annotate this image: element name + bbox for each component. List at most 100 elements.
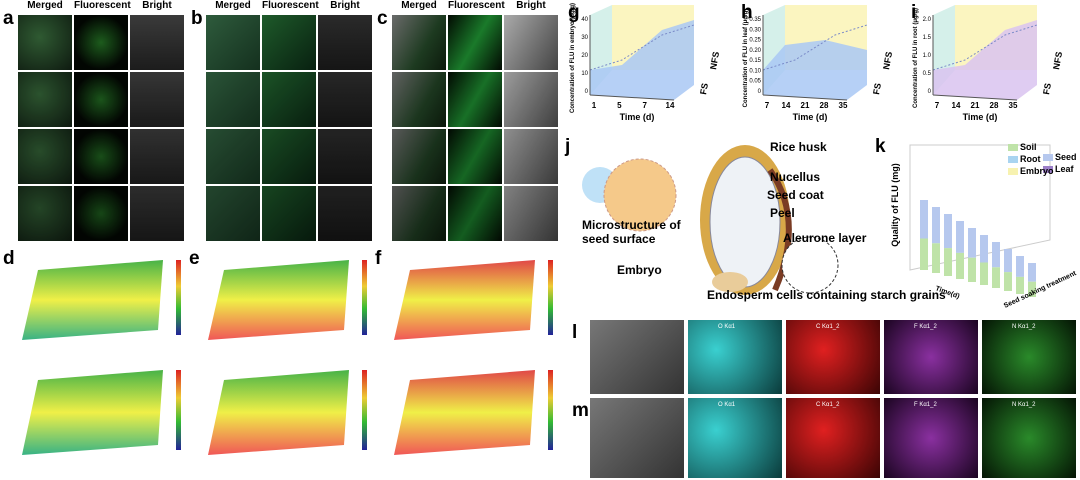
- column-header: Bright: [142, 0, 172, 11]
- micrograph: [392, 72, 446, 127]
- y-tick-label: 1.5: [923, 35, 932, 41]
- x-tick-label: 7: [765, 101, 770, 110]
- micrograph: [318, 129, 372, 184]
- eds-map: C Kα1_2: [786, 320, 880, 394]
- z-axis-label: Seed soaking treatment: [1003, 270, 1078, 310]
- x-axis: [762, 94, 848, 101]
- map-label: F Kα1_2: [914, 324, 937, 330]
- surface: [22, 370, 163, 455]
- micrograph: [130, 186, 184, 241]
- micrograph: [448, 129, 502, 184]
- y-tick-label: 0.05: [749, 79, 761, 85]
- area: [763, 40, 867, 100]
- bar-segment: [992, 267, 1000, 288]
- column-header: Bright: [330, 0, 360, 11]
- bar-segment: [968, 228, 976, 258]
- bar-segment: [920, 200, 928, 239]
- y-axis-label: Concentration of FLU in embryo (μg/g): [570, 3, 576, 113]
- panel-letter: g: [568, 2, 580, 23]
- seed-coat: [767, 168, 792, 292]
- map-label: N Kα1_2: [1012, 402, 1036, 408]
- micrograph: [448, 15, 502, 70]
- column-header: Fluorescent: [74, 0, 131, 11]
- bar-segment: [944, 248, 952, 276]
- column-header: Merged: [215, 0, 251, 11]
- micrograph: [18, 72, 72, 127]
- x-axis: [589, 94, 675, 101]
- panel-letter: l: [572, 322, 578, 343]
- bar-segment: [944, 214, 952, 249]
- y-axis-label: Quality of FLU (mg): [890, 163, 900, 247]
- surface: [394, 260, 535, 340]
- micrograph: [318, 186, 372, 241]
- x-axis-label: Time (d): [620, 112, 655, 122]
- map-label: O Kα1: [718, 324, 736, 330]
- x-tick-label: 28: [990, 101, 999, 110]
- y-axis-label: Concentration of FLU in root (μg/g): [913, 8, 919, 108]
- area: [933, 20, 1037, 100]
- series-label: NFS: [881, 51, 894, 70]
- surface-plot: [22, 260, 181, 455]
- y-tick-label: 0.30: [749, 27, 761, 33]
- micrograph: [130, 129, 184, 184]
- back-wall: [909, 144, 1051, 271]
- x-tick-label: 35: [1009, 101, 1018, 110]
- map-label: O Kα1: [718, 402, 736, 408]
- panel-letter: a: [3, 8, 14, 29]
- y-axis-label: Concentration of FLU in leaf (μg/g): [743, 9, 749, 108]
- y-tick-label: 0.10: [749, 68, 761, 74]
- eds-map: N Kα1_2: [982, 320, 1076, 394]
- x-axis-label: Time (d): [963, 112, 998, 122]
- column-header: Bright: [516, 0, 546, 11]
- micrograph: [392, 15, 446, 70]
- bar-segment: [932, 243, 940, 273]
- legend-swatch: [1043, 154, 1053, 161]
- y-tick-label: 1.0: [923, 53, 932, 59]
- y-tick-label: 0: [928, 89, 932, 95]
- micrograph: [504, 186, 558, 241]
- eds-map: C Kα1_2: [786, 398, 880, 478]
- aleurone-zoom: [781, 236, 839, 294]
- colorbar: [176, 260, 181, 335]
- micrograph: [448, 72, 502, 127]
- micrograph: [18, 186, 72, 241]
- diagram-label: Rice husk: [770, 140, 827, 154]
- y-tick-label: 0.15: [749, 58, 761, 64]
- bar-segment: [980, 262, 988, 285]
- x-axis-label: Time (d): [793, 112, 828, 122]
- y-tick-label: 0.5: [923, 71, 932, 77]
- y-tick-label: 20: [581, 53, 588, 59]
- x-axis-label: Time(d): [934, 285, 960, 300]
- micrograph: [130, 72, 184, 127]
- bar-segment: [980, 235, 988, 263]
- diagram-label: Microstructure of seed surface: [582, 218, 681, 246]
- series-label: NFS: [1051, 51, 1064, 70]
- surface: [394, 370, 535, 455]
- x-tick-label: 5: [617, 101, 622, 110]
- y-tick-label: 0: [758, 89, 762, 95]
- legend-label: Leaf: [1055, 164, 1075, 174]
- eds-map: O Kα1: [688, 398, 782, 478]
- diagram-label: Seed coat: [767, 188, 824, 202]
- legend-swatch: [1008, 144, 1018, 151]
- y-tick-label: 30: [581, 35, 588, 41]
- legend-swatch: [1008, 156, 1018, 163]
- micrograph: [504, 129, 558, 184]
- y-tick-label: 40: [581, 17, 588, 23]
- x-tick-label: 14: [666, 101, 675, 110]
- panel-letter: i: [911, 2, 917, 23]
- area-edge: [762, 24, 868, 71]
- micrograph: [18, 15, 72, 70]
- series-label: FS: [1041, 82, 1053, 95]
- micrograph: [18, 129, 72, 184]
- panel-letter: d: [3, 248, 15, 269]
- eds-map: [590, 398, 684, 478]
- diagram-label: Endosperm cells containing starch grains: [707, 288, 946, 302]
- bar-segment: [1028, 281, 1036, 297]
- line-chart: 0 10 20 30 40 1 5 7 14 Time (d) Concentration of F…: [570, 3, 721, 122]
- column-header: Merged: [27, 0, 63, 11]
- micrograph: [392, 186, 446, 241]
- panel-letter: j: [565, 136, 571, 157]
- micrograph: [206, 129, 260, 184]
